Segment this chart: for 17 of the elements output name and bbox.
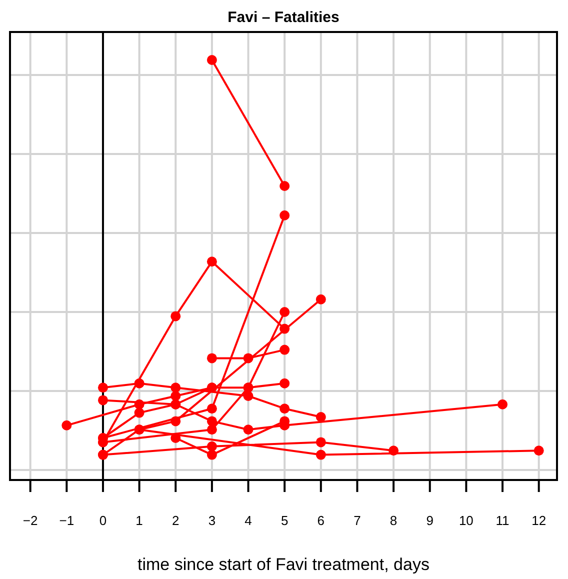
x-tick-label: −2	[22, 513, 38, 528]
x-tick-label: 11	[496, 513, 510, 528]
x-tick-label: 4	[244, 513, 252, 528]
x-tick-label: −1	[59, 513, 74, 528]
x-tick-label: 8	[390, 513, 398, 528]
x-tick-label: 7	[354, 513, 361, 528]
x-tick-label: 2	[172, 513, 180, 528]
x-tick-label: 10	[458, 513, 474, 528]
x-tick-label: 6	[317, 513, 325, 528]
x-tick-label: 12	[532, 513, 546, 528]
x-tick-label: 1	[136, 513, 143, 528]
x-tick-label: 0	[99, 513, 107, 528]
x-tick-label: 5	[280, 513, 288, 528]
x-tick-label: 3	[208, 513, 216, 528]
x-tick-label: 9	[426, 513, 434, 528]
x-axis-title: time since start of Favi treatment, days	[138, 555, 430, 574]
chart-title: Favi – Fatalities	[228, 9, 340, 26]
